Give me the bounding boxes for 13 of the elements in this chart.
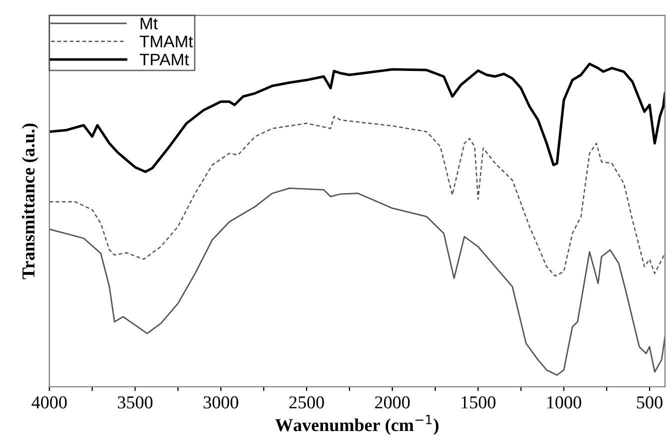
x-tick-label: 1000 [547,396,582,408]
y-axis-title: Transmittance (a.u.) [22,124,38,280]
x-tick-label: 4000 [32,396,67,408]
x-tick-label: 3500 [118,396,152,408]
x-tick-label: 2500 [289,396,324,408]
x-axis-title: Wavenumber (cm$^{−1}$) [275,414,438,435]
x-tick-label: 3000 [204,396,238,408]
legend-label: Mt [140,18,158,30]
x-tick-label: 1500 [462,396,496,408]
legend-label: TMAMt [140,36,193,48]
x-tick-label: 500 [637,396,662,408]
x-tick-label: 2000 [375,396,410,408]
legend-label: TPAMt [140,54,189,66]
